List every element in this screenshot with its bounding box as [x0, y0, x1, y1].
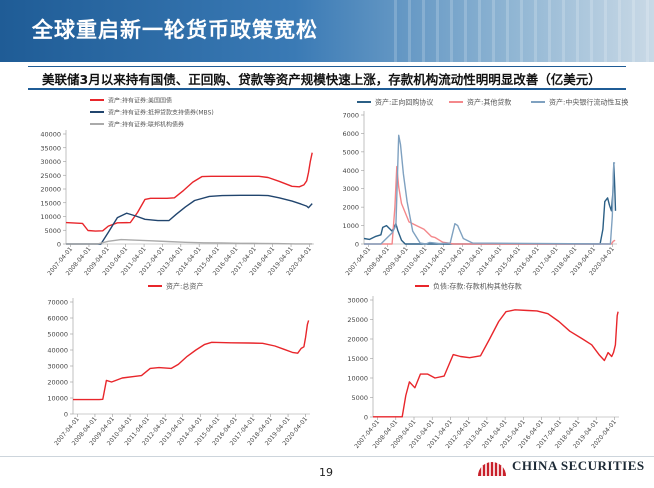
legend-label: 资产:持有证券:联邦机构债券: [108, 121, 184, 129]
y-tick-label: 5000: [44, 227, 61, 235]
legend-label: 资产:其他贷款: [467, 98, 511, 107]
series-line: [65, 152, 313, 232]
y-tick-label: 30000: [40, 158, 61, 166]
y-tick-label: 15000: [347, 355, 368, 363]
legend-label: 资产:中央银行流动性互换: [549, 98, 628, 107]
legend-label: 资产:总资产: [166, 282, 203, 291]
y-tick-label: 3000: [342, 185, 359, 193]
y-tick-label: 40000: [40, 131, 61, 139]
y-tick-label: 10000: [40, 213, 61, 221]
y-tick-label: 5000: [351, 394, 368, 402]
y-tick-label: 20000: [47, 379, 68, 387]
legend-label: 资产:持有证券:抵押贷款支持债券(MBS): [108, 109, 214, 117]
slide-subtitle: 美联储3月以来持有国债、正回购、贷款等资产规模快速上涨，存款机构流动性明明显改善…: [42, 72, 601, 87]
series-line: [373, 309, 619, 418]
y-tick-label: 20000: [40, 186, 61, 194]
y-tick-label: 25000: [347, 316, 368, 324]
y-tick-label: 15000: [40, 199, 61, 207]
slide-title: 全球重启新一轮货币政策宽松: [32, 18, 318, 42]
y-tick-label: 7000: [342, 112, 359, 120]
y-tick-label: 10000: [47, 395, 68, 403]
series-line: [73, 320, 310, 401]
y-tick-label: 6000: [342, 130, 359, 138]
y-tick-label: 5000: [342, 148, 359, 156]
subtitle-bar: 美联储3月以来持有国债、正回购、贷款等资产规模快速上涨，存款机构流动性明明显改善…: [28, 66, 626, 90]
y-tick-label: 1000: [342, 222, 359, 230]
header-decoration: [394, 0, 654, 62]
series-line: [364, 165, 616, 245]
y-tick-label: 20000: [347, 336, 368, 344]
series-line: [364, 134, 616, 245]
series-line: [66, 194, 313, 245]
logo-mark-icon: [478, 462, 506, 476]
page-number: 19: [319, 466, 333, 479]
y-tick-label: 30000: [347, 297, 368, 305]
y-tick-label: 30000: [47, 363, 68, 371]
y-tick-label: 10000: [347, 375, 368, 383]
y-tick-label: 0: [57, 241, 61, 249]
y-tick-label: 35000: [40, 144, 61, 152]
y-tick-label: 70000: [47, 299, 68, 307]
series-line: [66, 238, 313, 245]
y-tick-label: 0: [64, 411, 68, 419]
chart-repo-loans-swaps: 资产:正向回购协议 资产:其他贷款 资产:中央银行流动性互换 0 1000 2000 300…: [342, 98, 628, 278]
y-tick-label: 50000: [47, 331, 68, 339]
y-tick-label: 25000: [40, 172, 61, 180]
slide-header: 全球重启新一轮货币政策宽松: [0, 0, 654, 62]
chart-total-assets: 资产:总资产 0 10000 20000 30000 40000 50000 60000 700…: [47, 282, 310, 447]
y-tick-label: 0: [355, 241, 359, 249]
y-tick-label: 2000: [342, 204, 359, 212]
logo-text: CHINA SECURITIES: [512, 458, 645, 473]
y-tick-label: 0: [364, 414, 368, 422]
footer-divider: [0, 456, 654, 457]
legend-label: 资产:持有证券:美国国债: [108, 97, 172, 105]
legend-label: 负债:存款:存款机构其他存款: [433, 282, 522, 291]
legend-label: 资产:正向回购协议: [375, 98, 433, 107]
y-tick-label: 40000: [47, 347, 68, 355]
y-tick-label: 4000: [342, 167, 359, 175]
y-tick-label: 60000: [47, 315, 68, 323]
china-securities-logo: CHINA SECURITIES: [476, 452, 654, 482]
chart-depository-deposits: 负债:存款:存款机构其他存款 0 5000 10000 15000 20000 25000 3…: [347, 282, 619, 450]
